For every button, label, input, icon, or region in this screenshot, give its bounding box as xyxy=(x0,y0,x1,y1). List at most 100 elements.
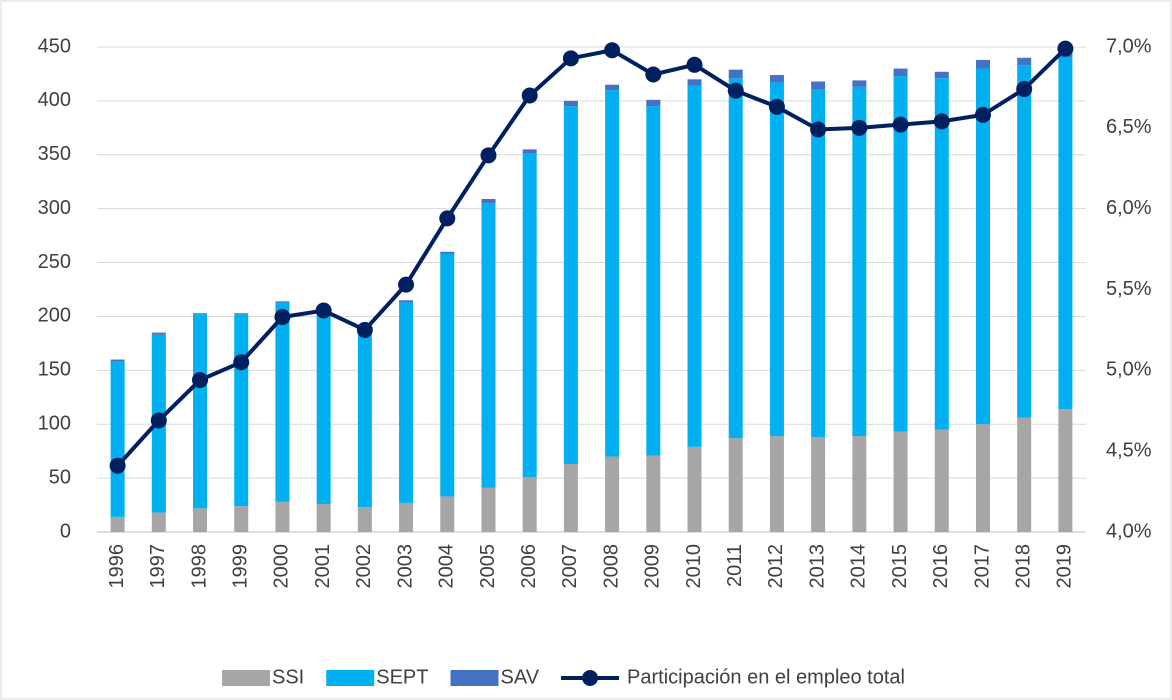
legend-swatch xyxy=(450,670,499,686)
y-tick-label: 0 xyxy=(60,520,71,542)
x-tick-label: 2009 xyxy=(642,544,664,589)
bar xyxy=(481,198,496,204)
bar xyxy=(481,487,496,532)
bar xyxy=(110,359,125,362)
bar xyxy=(522,477,537,532)
x-tick-label: 2014 xyxy=(848,544,870,589)
bar xyxy=(316,312,331,504)
line-marker xyxy=(109,457,126,474)
bar xyxy=(646,106,661,456)
bar xyxy=(316,503,331,532)
bar xyxy=(481,203,496,488)
x-tick-label: 2015 xyxy=(889,544,911,589)
legend-swatch xyxy=(222,670,270,686)
line-marker xyxy=(439,210,456,227)
bar xyxy=(893,76,908,432)
bar xyxy=(563,106,578,465)
line-marker xyxy=(356,321,373,338)
bar xyxy=(110,361,125,517)
bar xyxy=(687,446,702,532)
y-tick-label: 100 xyxy=(38,413,71,435)
bar xyxy=(563,100,578,107)
bar xyxy=(193,314,208,509)
line-marker xyxy=(315,302,332,319)
line-marker xyxy=(810,121,827,138)
line-marker xyxy=(974,106,991,123)
bar xyxy=(563,464,578,532)
x-tick-label: 2007 xyxy=(559,544,581,589)
y2-tick-label: 6,5% xyxy=(1106,116,1152,138)
y-tick-label: 50 xyxy=(49,466,71,488)
x-tick-label: 1999 xyxy=(230,544,252,589)
x-tick-label: 1997 xyxy=(147,544,169,589)
x-tick-label: 2002 xyxy=(353,544,375,589)
bar xyxy=(193,313,208,315)
line-marker xyxy=(480,147,497,164)
bar xyxy=(852,436,867,532)
line-marker xyxy=(686,56,703,73)
bar xyxy=(440,251,455,254)
bar xyxy=(1017,417,1032,532)
bar xyxy=(605,84,620,91)
bar xyxy=(399,502,414,532)
bar xyxy=(728,78,743,439)
bar xyxy=(275,302,290,502)
y-tick-label: 450 xyxy=(38,35,71,57)
bar xyxy=(399,302,414,503)
y-tick-label: 150 xyxy=(38,359,71,381)
x-tick-label: 2017 xyxy=(971,544,993,589)
legend-label: SEPT xyxy=(376,666,428,688)
bar xyxy=(646,99,661,107)
y-tick-label: 350 xyxy=(38,143,71,165)
bar xyxy=(151,512,166,532)
line-marker xyxy=(645,66,662,83)
y-tick-label: 200 xyxy=(38,305,71,327)
bar xyxy=(1017,65,1032,418)
y-tick-label: 250 xyxy=(38,251,71,273)
bar xyxy=(893,431,908,532)
bar xyxy=(811,437,826,532)
bar xyxy=(151,332,166,335)
line-marker xyxy=(398,276,415,293)
bar xyxy=(605,456,620,532)
line-marker xyxy=(933,113,950,130)
bar xyxy=(234,313,249,315)
bar xyxy=(934,429,949,532)
y2-tick-label: 6,0% xyxy=(1106,197,1152,219)
y-tick-label: 300 xyxy=(38,197,71,219)
x-tick-label: 1998 xyxy=(188,544,210,589)
x-tick-label: 2012 xyxy=(765,544,787,589)
line-marker xyxy=(768,98,785,115)
y2-tick-label: 7,0% xyxy=(1106,35,1152,57)
line-marker xyxy=(604,42,621,59)
bar xyxy=(1058,57,1073,410)
bar xyxy=(728,438,743,532)
legend-label: Participación en el empleo total xyxy=(627,666,905,688)
bar xyxy=(975,59,990,69)
bar xyxy=(852,80,867,87)
x-tick-label: 2004 xyxy=(436,544,458,589)
bar xyxy=(728,69,743,79)
x-tick-label: 2011 xyxy=(724,544,746,587)
x-tick-label: 1996 xyxy=(106,544,128,589)
y2-tick-label: 4,0% xyxy=(1106,520,1152,542)
x-tick-label: 2006 xyxy=(518,544,540,589)
bar xyxy=(399,300,414,303)
bar xyxy=(769,75,784,83)
y-tick-label: 400 xyxy=(38,89,71,111)
x-tick-label: 2016 xyxy=(930,544,952,589)
x-tick-label: 2001 xyxy=(312,544,334,589)
bar xyxy=(646,455,661,532)
bar xyxy=(357,507,372,532)
x-tick-label: 2005 xyxy=(477,544,499,589)
legend-marker xyxy=(582,670,599,686)
bar xyxy=(522,153,537,478)
y2-tick-label: 5,5% xyxy=(1106,278,1152,300)
legend-label: SSI xyxy=(272,666,304,688)
bar xyxy=(687,79,702,86)
bar xyxy=(440,253,455,497)
bar xyxy=(769,82,784,437)
bar xyxy=(893,68,908,77)
bar xyxy=(975,68,990,425)
bar xyxy=(234,506,249,532)
